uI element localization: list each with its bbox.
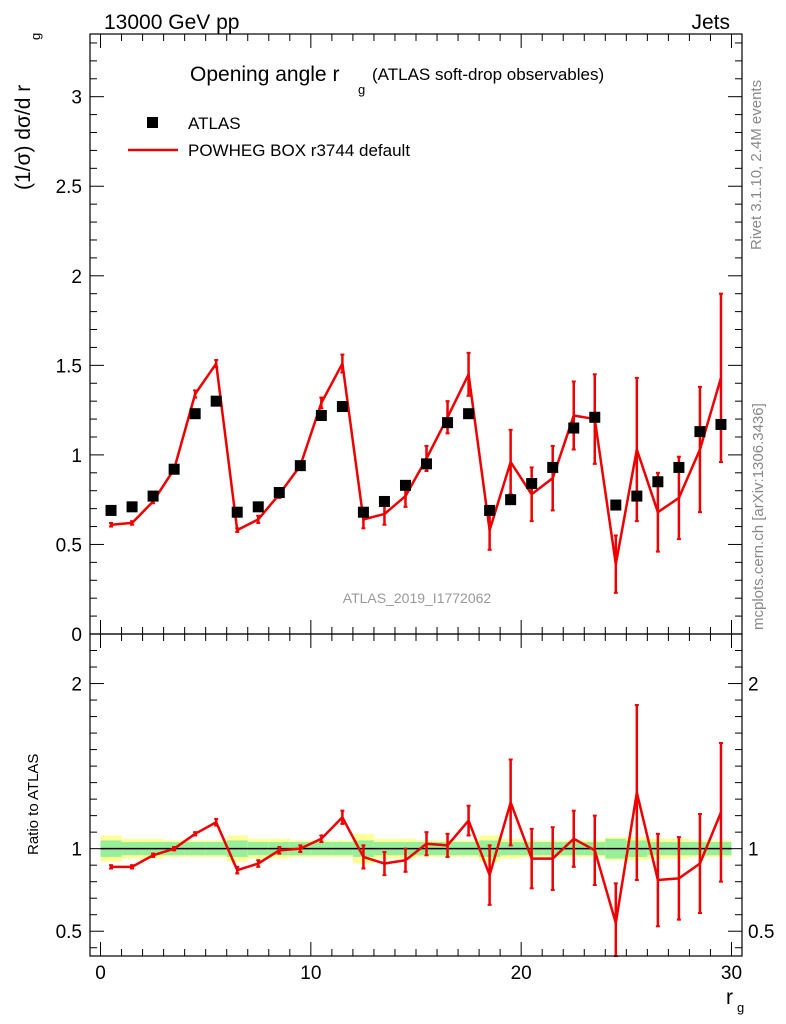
- top-ylabel: (1/σ) dσ/d r g: [12, 33, 43, 190]
- data-series-layer: [105, 395, 727, 518]
- title-subscript: g: [358, 82, 365, 97]
- atlas-data-point: [484, 504, 496, 516]
- xlabel-subscript: g: [737, 1000, 744, 1015]
- ratio-ytick-label: 0.5: [56, 922, 82, 943]
- atlas-data-point: [715, 418, 727, 430]
- atlas-data-point: [652, 476, 664, 488]
- rivet-label: Rivet 3.1.10, 2.4M events: [748, 80, 765, 250]
- atlas-data-point: [357, 506, 369, 518]
- xtick-label: 0: [95, 963, 106, 984]
- legend: ATLAS POWHEG BOX r3744 default: [128, 114, 410, 160]
- top-axes: 0 0.5 1 1.5 2 2.5 3: [56, 34, 742, 646]
- atlas-data-point: [126, 501, 138, 513]
- atlas-data-point: [526, 478, 538, 490]
- top-ylabel-main: (1/σ) dσ/d r: [12, 85, 35, 190]
- atlas-data-point: [210, 395, 222, 407]
- legend-atlas-marker: [147, 117, 158, 128]
- atlas-data-point: [273, 487, 285, 499]
- atlas-data-point: [568, 422, 580, 434]
- top-ytick-label: 0.5: [56, 535, 82, 556]
- xtick-label: 10: [300, 963, 321, 984]
- atlas-data-point: [421, 458, 433, 470]
- atlas-data-point: [147, 490, 159, 502]
- header-left: 13000 GeV pp: [104, 11, 239, 34]
- atlas-data-point: [589, 411, 601, 423]
- atlas-data-point: [673, 461, 685, 473]
- top-ytick-label: 3: [71, 88, 82, 109]
- top-ytick-label: 2.5: [56, 177, 82, 198]
- atlas-data-point: [294, 460, 306, 472]
- x-axis-label: r g: [726, 986, 744, 1015]
- atlas-data-point: [547, 461, 559, 473]
- ratio-ytick-label-right: 1: [748, 840, 759, 861]
- top-ytick-label: 2: [71, 267, 82, 288]
- atlas-data-point: [378, 495, 390, 507]
- ratio-plot-frame: [89, 633, 743, 957]
- title-extra: (ATLAS soft-drop observables): [372, 65, 604, 84]
- atlas-data-point: [315, 409, 327, 421]
- xlabel-main: r: [726, 986, 733, 1009]
- header-right: Jets: [691, 11, 730, 34]
- ratio-ytick-label-right: 2: [748, 675, 759, 696]
- atlas-data-point: [694, 426, 706, 438]
- ratio-axes: 0.5 0.51 12 20 10 20 30: [56, 634, 774, 984]
- atlas-data-point: [442, 417, 454, 429]
- mcplots-label: mcplots.cern.ch [arXiv:1306.3436]: [750, 403, 767, 630]
- atlas-data-point: [168, 463, 180, 475]
- legend-atlas-label: ATLAS: [188, 114, 241, 133]
- top-ytick-label: 1: [71, 446, 82, 467]
- mc-curve: [110, 362, 723, 566]
- atlas-data-point: [399, 479, 411, 491]
- ratio-ytick-label: 1: [71, 840, 82, 861]
- ratio-series-layer: [109, 704, 723, 957]
- top-ytick-label: 1.5: [56, 356, 82, 377]
- analysis-watermark: ATLAS_2019_I1772062: [343, 590, 492, 606]
- atlas-data-point: [231, 506, 243, 518]
- xtick-label: 30: [721, 963, 742, 984]
- ratio-ytick-label: 2: [71, 675, 82, 696]
- atlas-data-point: [631, 490, 643, 502]
- ratio-ytick-label-right: 0.5: [748, 922, 774, 943]
- atlas-data-point: [463, 408, 475, 420]
- plot-title: Opening angle r g (ATLAS soft-drop obser…: [190, 63, 604, 97]
- mc-series-layer: [109, 292, 723, 594]
- atlas-data-point: [610, 499, 622, 511]
- top-ylabel-subscript: g: [28, 33, 43, 40]
- legend-mc-label: POWHEG BOX r3744 default: [188, 141, 410, 160]
- atlas-data-point: [189, 408, 201, 420]
- atlas-data-point: [336, 401, 348, 413]
- title-main: Opening angle r: [190, 63, 339, 86]
- xtick-label: 20: [511, 963, 532, 984]
- top-ytick-label: 0: [71, 625, 82, 646]
- atlas-data-point: [252, 501, 264, 513]
- atlas-data-point: [105, 504, 117, 516]
- ratio-ylabel: Ratio to ATLAS: [25, 754, 42, 855]
- ratio-curve: [111, 791, 723, 925]
- atlas-data-point: [505, 494, 517, 506]
